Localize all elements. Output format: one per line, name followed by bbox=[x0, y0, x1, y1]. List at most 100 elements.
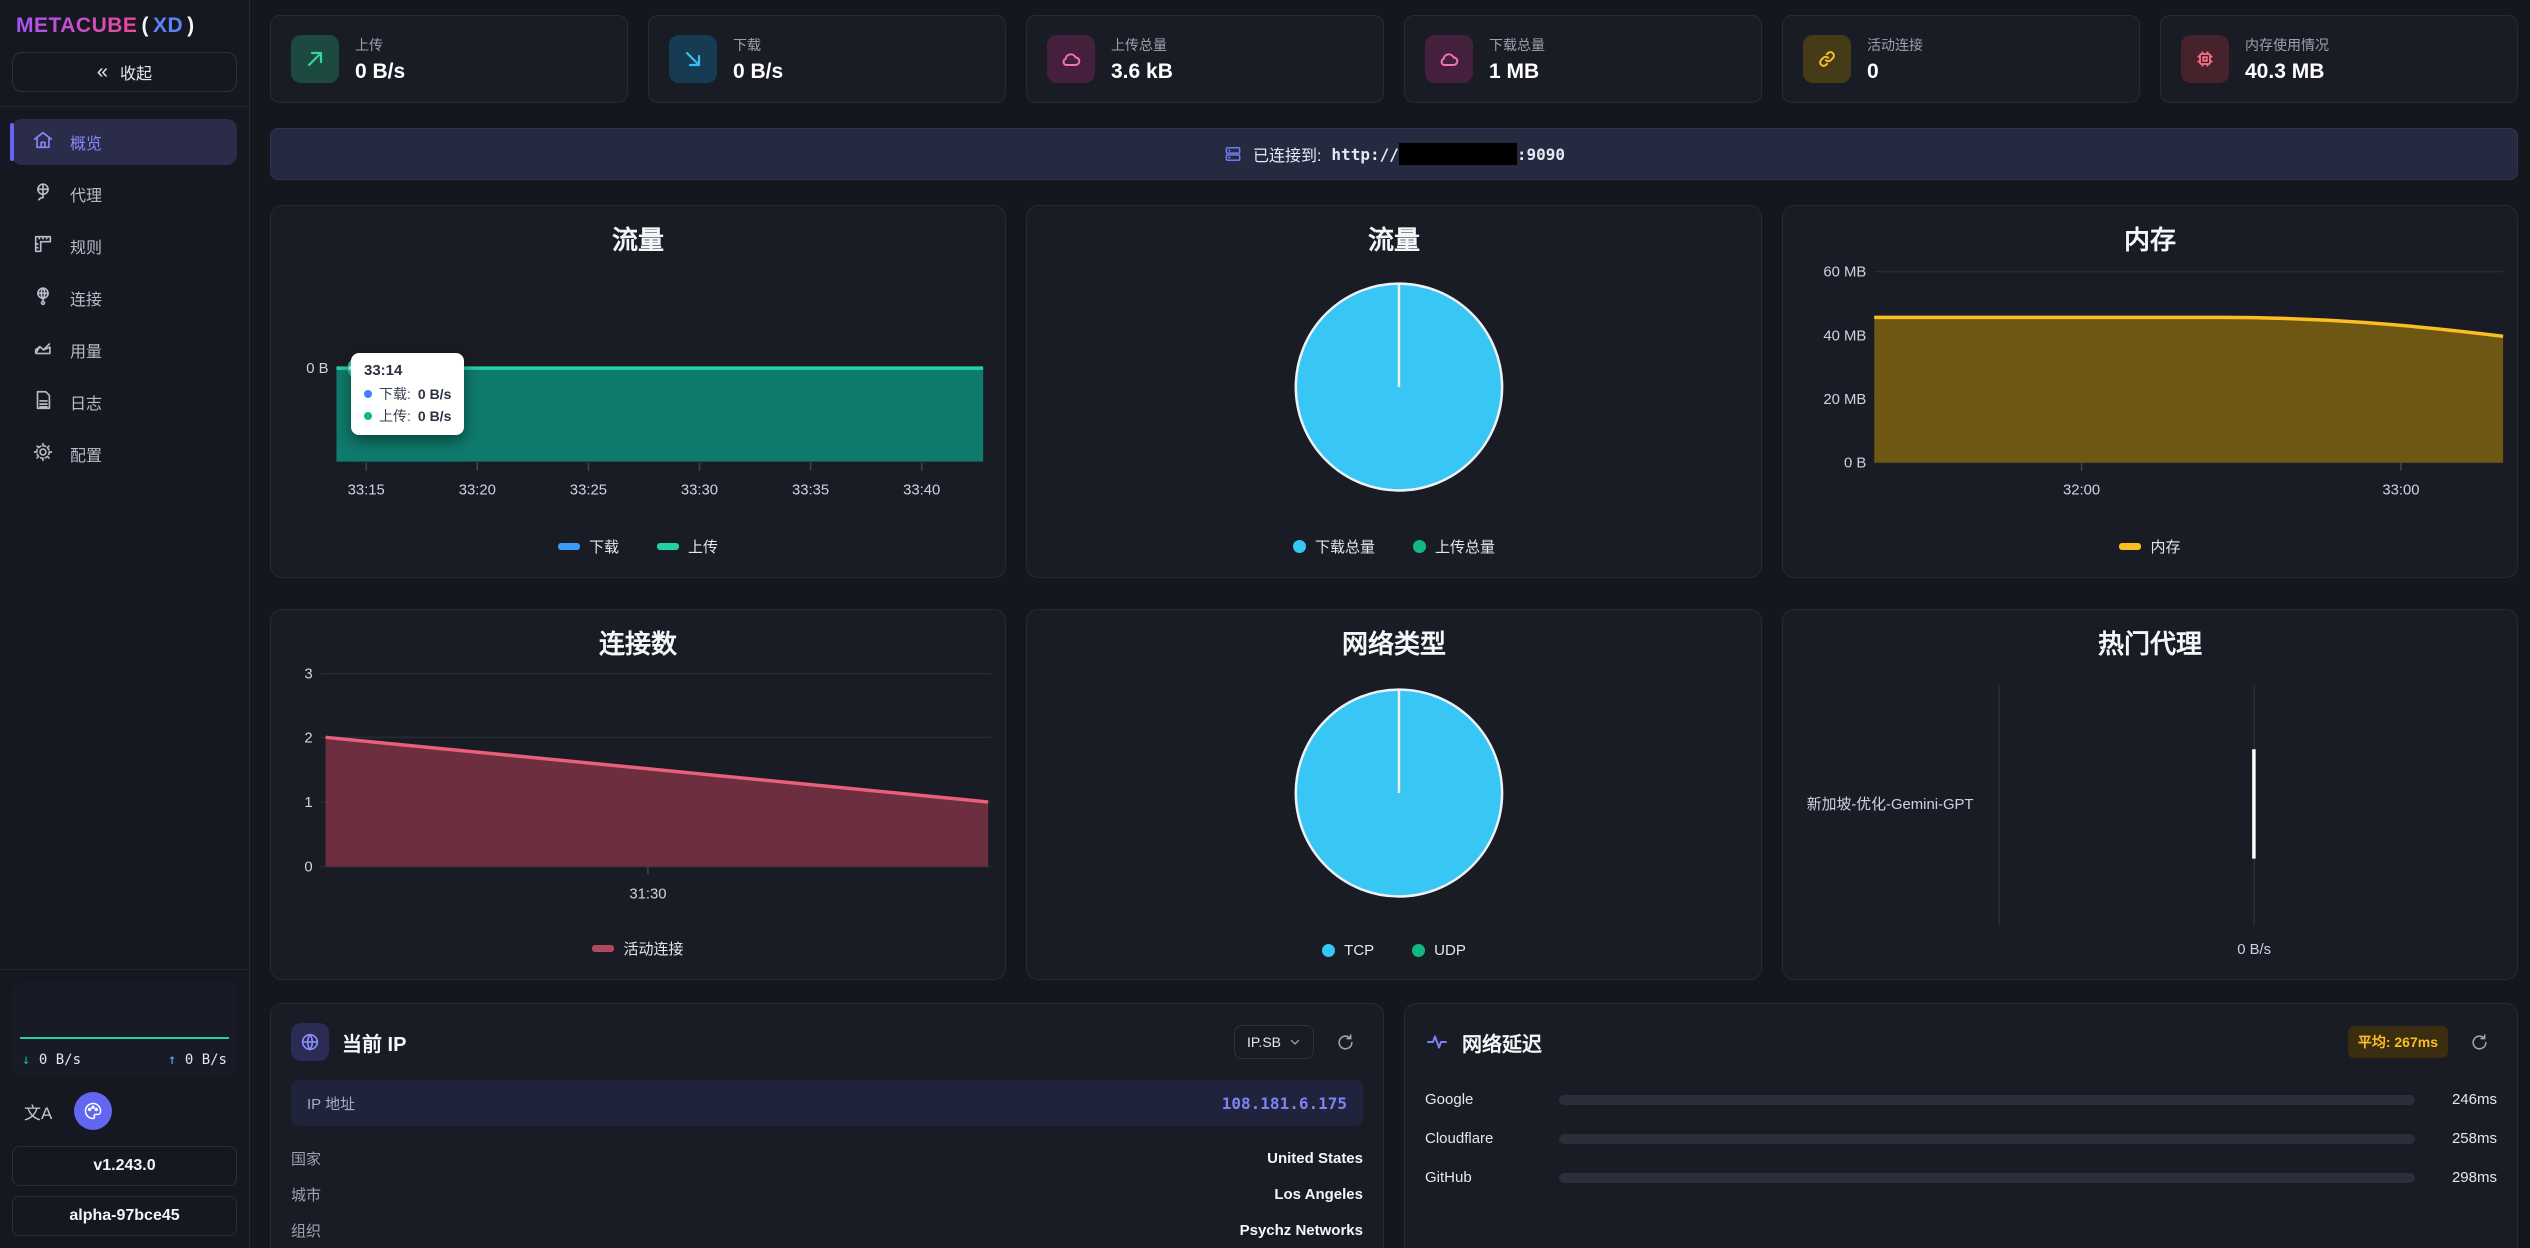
stat-label: 内存使用情况 bbox=[2245, 36, 2329, 53]
traffic-pie-chart-card: 流量 下载总量 上传总量 bbox=[1026, 205, 1762, 578]
svg-text:0 B: 0 B bbox=[306, 361, 328, 377]
sidebar-item-label: 日志 bbox=[70, 396, 103, 413]
traffic-pie-plot bbox=[1294, 282, 1504, 492]
refresh-icon bbox=[1337, 1033, 1353, 1050]
sidebar-item-rules[interactable]: 规则 bbox=[12, 223, 237, 269]
legend-swatch bbox=[1412, 944, 1426, 957]
sidebar-item-proxies[interactable]: 代理 bbox=[12, 171, 237, 217]
sidebar-item-label: 配置 bbox=[70, 448, 103, 465]
area-chart-icon bbox=[32, 337, 54, 364]
stat-label: 下载 bbox=[733, 36, 761, 53]
sidebar-item-connections[interactable]: 连接 bbox=[12, 275, 237, 321]
cpu-icon bbox=[2181, 35, 2229, 83]
legend-download-total[interactable]: 下载总量 bbox=[1292, 536, 1375, 557]
stat-label: 下载总量 bbox=[1489, 36, 1545, 53]
sidebar-item-label: 用量 bbox=[70, 344, 103, 361]
svg-text:33:20: 33:20 bbox=[459, 482, 496, 498]
sidebar-footer: ↓ 0 B/s ↑ 0 B/s 文A v1.243.0 alpha-97bce4… bbox=[0, 969, 249, 1248]
core-version-button[interactable]: v1.243.0 bbox=[12, 1146, 237, 1186]
legend-download[interactable]: 下载 bbox=[557, 536, 619, 557]
svg-text:33:25: 33:25 bbox=[570, 482, 607, 498]
arrow-down-right-icon bbox=[669, 35, 717, 83]
sidebar-item-label: 代理 bbox=[70, 188, 103, 205]
globe-icon bbox=[291, 1023, 329, 1061]
legend-tcp[interactable]: TCP bbox=[1322, 942, 1374, 959]
stat-value: 3.6 kB bbox=[1111, 59, 1173, 83]
svg-text:0: 0 bbox=[304, 860, 312, 876]
stat-value: 1 MB bbox=[1489, 59, 1540, 83]
chart-title: 连接数 bbox=[598, 629, 677, 659]
backend-connection-banner: 已连接到: http://:9090 bbox=[270, 128, 2518, 180]
chart-tooltip: 33:14 下载: 0 B/s 上传: 0 B/s bbox=[351, 353, 465, 435]
legend-udp[interactable]: UDP bbox=[1412, 942, 1466, 959]
cloud-icon bbox=[1425, 35, 1473, 83]
collapse-sidebar-button[interactable]: « 收起 bbox=[12, 52, 237, 92]
stat-card-download-total: 下载总量 1 MB bbox=[1404, 15, 1762, 103]
panel-title: 当前 IP bbox=[342, 1033, 407, 1056]
legend-swatch bbox=[1292, 540, 1306, 553]
svg-text:0 B/s: 0 B/s bbox=[2237, 942, 2271, 958]
document-icon bbox=[32, 389, 54, 416]
chart-legend: 下载总量 上传总量 bbox=[1027, 536, 1761, 557]
mini-chart-line bbox=[19, 1037, 230, 1039]
svg-text:1: 1 bbox=[304, 795, 312, 811]
sidebar-item-label: 概览 bbox=[70, 136, 103, 153]
svg-text:0 B: 0 B bbox=[1844, 456, 1866, 472]
stat-value: 0 bbox=[1867, 59, 1879, 83]
svg-text:33:00: 33:00 bbox=[2382, 482, 2419, 498]
refresh-ip-button[interactable] bbox=[1327, 1024, 1363, 1060]
legend-active-connections[interactable]: 活动连接 bbox=[592, 938, 684, 959]
ui-build-button[interactable]: alpha-97bce45 bbox=[12, 1196, 237, 1236]
server-icon bbox=[1225, 147, 1241, 161]
latency-bar-track bbox=[1559, 1094, 2415, 1105]
mini-up-rate: ↑ 0 B/s bbox=[167, 1052, 227, 1068]
connections-plot: 3 2 1 0 31:30 bbox=[304, 667, 992, 902]
legend-upload[interactable]: 上传 bbox=[657, 536, 718, 557]
pulse-icon bbox=[1427, 1035, 1447, 1049]
ip-provider-select[interactable]: IP.SB bbox=[1234, 1025, 1314, 1059]
sidebar-item-label: 连接 bbox=[70, 292, 103, 309]
sidebar-item-logs[interactable]: 日志 bbox=[12, 379, 237, 425]
tooltip-row: 上传: 0 B/s bbox=[364, 406, 451, 426]
home-icon bbox=[32, 129, 54, 156]
legend-upload-total[interactable]: 上传总量 bbox=[1413, 536, 1495, 557]
latency-average-badge: 平均: 267ms bbox=[2347, 1026, 2448, 1058]
legend-swatch bbox=[592, 945, 615, 952]
brand-name: METACUBE bbox=[16, 14, 138, 37]
latency-row: Cloudflare 258ms bbox=[1425, 1130, 2497, 1147]
globe-stand-icon bbox=[32, 181, 54, 208]
language-icon[interactable]: 文A bbox=[24, 1103, 53, 1123]
chart-legend: 内存 bbox=[1783, 536, 2517, 557]
app-logo: METACUBE ( XD ) bbox=[0, 0, 249, 38]
upload-dot-icon bbox=[364, 412, 372, 420]
sidebar-item-settings[interactable]: 配置 bbox=[12, 431, 237, 477]
sidebar-traffic-mini-chart: ↓ 0 B/s ↑ 0 B/s bbox=[12, 982, 237, 1076]
mini-chart-rates: ↓ 0 B/s ↑ 0 B/s bbox=[22, 1052, 227, 1068]
sidebar-divider bbox=[0, 106, 249, 107]
traffic-line-chart-card: 流量 0 B 33:15 33:20 33:25 33:30 33:35 33:… bbox=[270, 205, 1006, 578]
current-ip-panel: 当前 IP IP.SB IP 地址 108.181.6.175 国家 Unite… bbox=[270, 1003, 1384, 1248]
svg-text:32:00: 32:00 bbox=[2063, 482, 2100, 498]
legend-memory[interactable]: 内存 bbox=[2119, 536, 2181, 557]
panel-title: 网络延迟 bbox=[1462, 1033, 1542, 1056]
legend-swatch bbox=[657, 543, 679, 550]
svg-text:33:30: 33:30 bbox=[681, 482, 718, 498]
legend-swatch bbox=[1322, 944, 1336, 957]
gear-icon bbox=[32, 441, 54, 468]
sidebar-item-usage[interactable]: 用量 bbox=[12, 327, 237, 373]
logo-paren-open: ( bbox=[141, 14, 149, 37]
refresh-latency-button[interactable] bbox=[2461, 1024, 2497, 1060]
stat-card-upload: 上传 0 B/s bbox=[270, 15, 628, 103]
legend-swatch bbox=[2119, 543, 2142, 550]
svg-text:新加坡-优化-Gemini-GPT: 新加坡-优化-Gemini-GPT bbox=[1807, 796, 1974, 813]
network-type-chart-card: 网络类型 TCP UDP bbox=[1026, 609, 1762, 980]
svg-text:60 MB: 60 MB bbox=[1823, 265, 1866, 281]
sidebar-item-overview[interactable]: 概览 bbox=[10, 119, 237, 165]
charts-grid: 流量 0 B 33:15 33:20 33:25 33:30 33:35 33:… bbox=[270, 205, 2518, 980]
svg-text:2: 2 bbox=[304, 730, 312, 746]
theme-palette-button[interactable] bbox=[74, 1092, 113, 1130]
top-proxies-plot: 新加坡-优化-Gemini-GPT 0 B/s bbox=[1807, 684, 2271, 958]
chart-title: 内存 bbox=[2123, 225, 2176, 255]
stat-label: 上传总量 bbox=[1111, 36, 1167, 53]
